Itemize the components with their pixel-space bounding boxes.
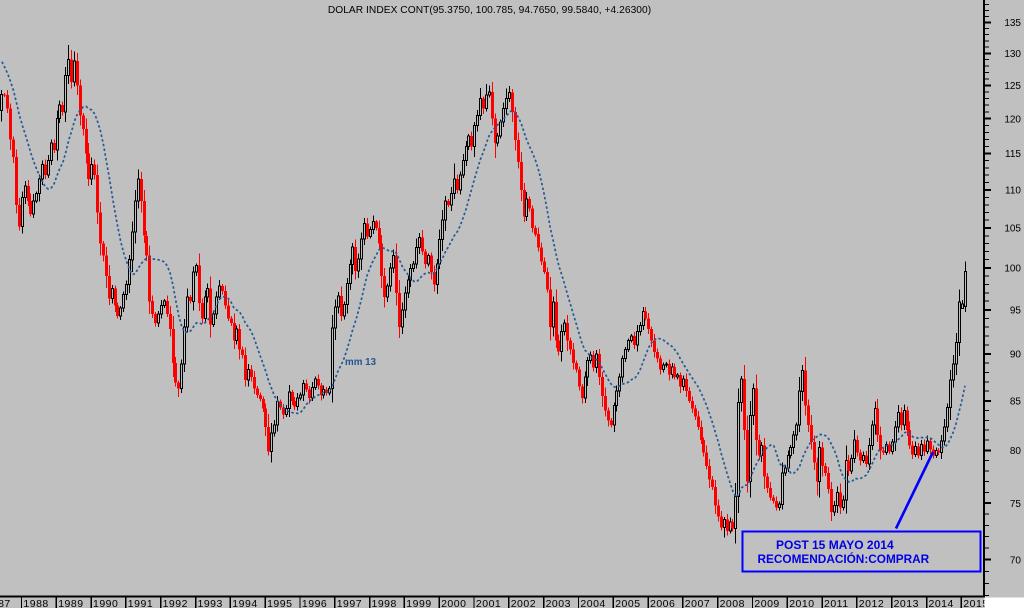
svg-text:2001: 2001 [476,598,501,608]
svg-text:1990: 1990 [93,598,118,608]
svg-text:80: 80 [1010,446,1022,457]
svg-text:115: 115 [1005,149,1021,160]
svg-text:1999: 1999 [406,598,431,608]
svg-text:2014: 2014 [929,598,954,608]
svg-text:125: 125 [1004,81,1021,92]
svg-text:1989: 1989 [58,598,83,608]
svg-text:85: 85 [1010,397,1022,408]
svg-text:2000: 2000 [441,598,466,608]
svg-text:1991: 1991 [128,598,153,608]
svg-text:70: 70 [1010,555,1022,566]
svg-text:105: 105 [1004,224,1021,235]
svg-text:90: 90 [1010,350,1022,361]
svg-text:2012: 2012 [859,598,884,608]
svg-text:1998: 1998 [372,598,397,608]
svg-text:2008: 2008 [720,598,745,608]
svg-text:135: 135 [1004,18,1021,29]
svg-text:2002: 2002 [511,598,536,608]
svg-text:1995: 1995 [267,598,292,608]
svg-text:2011: 2011 [824,598,849,608]
svg-text:75: 75 [1010,499,1022,510]
svg-text:100: 100 [1004,264,1021,275]
svg-text:1997: 1997 [337,598,362,608]
svg-text:2010: 2010 [789,598,814,608]
svg-text:1994: 1994 [232,598,257,608]
svg-text:2005: 2005 [615,598,640,608]
svg-text:130: 130 [1004,49,1021,60]
svg-text:mm 13: mm 13 [345,357,377,368]
svg-text:2015: 2015 [963,598,988,608]
svg-text:2006: 2006 [650,598,675,608]
svg-text:120: 120 [1004,114,1021,125]
svg-text:2009: 2009 [754,598,779,608]
svg-text:2004: 2004 [580,598,605,608]
svg-text:110: 110 [1005,186,1021,197]
svg-text:1993: 1993 [198,598,223,608]
svg-text:95: 95 [1010,306,1022,317]
svg-text:DOLAR INDEX CONT(95.3750, 100.: DOLAR INDEX CONT(95.3750, 100.785, 94.76… [328,5,651,16]
svg-text:1988: 1988 [23,598,48,608]
svg-text:1987: 1987 [0,598,11,608]
svg-text:1996: 1996 [302,598,327,608]
svg-text:1992: 1992 [163,598,188,608]
svg-text:2003: 2003 [546,598,571,608]
svg-text:RECOMENDACIÓN:COMPRAR: RECOMENDACIÓN:COMPRAR [758,552,930,566]
svg-text:2013: 2013 [894,598,919,608]
svg-text:POST 15 MAYO 2014: POST 15 MAYO 2014 [776,538,894,552]
svg-text:2007: 2007 [685,598,710,608]
